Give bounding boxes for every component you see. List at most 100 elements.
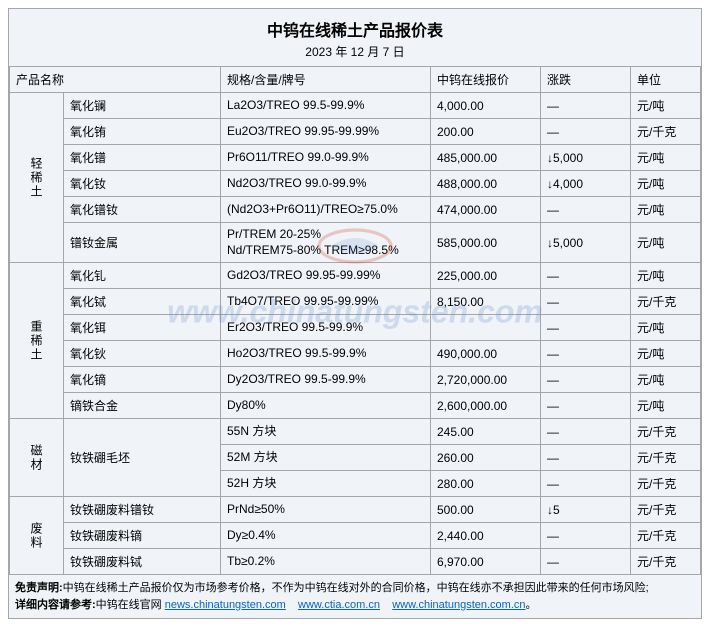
- disclaimer-label-2: 详细内容请参考:: [15, 599, 96, 611]
- product-name-cell: 氧化钆: [64, 263, 221, 289]
- table-row: 轻稀土氧化镧La2O3/TREO 99.5-99.9%4,000.00—元/吨: [10, 93, 701, 119]
- change-cell: —: [541, 315, 631, 341]
- unit-cell: 元/吨: [631, 315, 701, 341]
- product-name-cell: 氧化钬: [64, 341, 221, 367]
- change-cell: —: [541, 393, 631, 419]
- change-cell: —: [541, 471, 631, 497]
- product-name-cell: 钕铁硼毛坯: [64, 419, 221, 497]
- product-name-cell: 钕铁硼废料铽: [64, 549, 221, 575]
- price-cell: 6,970.00: [431, 549, 541, 575]
- table-row: 钕铁硼废料铽Tb≥0.2%6,970.00—元/千克: [10, 549, 701, 575]
- spec-cell: Tb≥0.2%: [221, 549, 431, 575]
- price-table: 产品名称 规格/含量/牌号 中钨在线报价 涨跌 单位 轻稀土氧化镧La2O3/T…: [9, 66, 701, 575]
- spec-cell: (Nd2O3+Pr6O11)/TREO≥75.0%: [221, 197, 431, 223]
- unit-cell: 元/吨: [631, 367, 701, 393]
- table-row: 氧化铽Tb4O7/TREO 99.95-99.99%8,150.00—元/千克: [10, 289, 701, 315]
- price-cell: 260.00: [431, 445, 541, 471]
- unit-cell: 元/千克: [631, 497, 701, 523]
- price-cell: 2,720,000.00: [431, 367, 541, 393]
- table-row: 磁材钕铁硼毛坯55N 方块245.00—元/千克: [10, 419, 701, 445]
- table-row: 氧化铒Er2O3/TREO 99.5-99.9%—元/吨: [10, 315, 701, 341]
- unit-cell: 元/吨: [631, 341, 701, 367]
- spec-cell: 52H 方块: [221, 471, 431, 497]
- spec-cell: Gd2O3/TREO 99.95-99.99%: [221, 263, 431, 289]
- category-cell: 轻稀土: [10, 93, 64, 263]
- header-spec: 规格/含量/牌号: [221, 67, 431, 93]
- product-name-cell: 钕铁硼废料镨钕: [64, 497, 221, 523]
- table-row: 氧化镨Pr6O11/TREO 99.0-99.9%485,000.00↓5,00…: [10, 145, 701, 171]
- change-cell: ↓4,000: [541, 171, 631, 197]
- product-name-cell: 镝铁合金: [64, 393, 221, 419]
- table-row: 氧化镝Dy2O3/TREO 99.5-99.9%2,720,000.00—元/吨: [10, 367, 701, 393]
- price-table-container: 中钨在线稀土产品报价表 2023 年 12 月 7 日 产品名称 规格/含量/牌…: [8, 8, 702, 619]
- table-row: 废料钕铁硼废料镨钕PrNd≥50%500.00↓5元/千克: [10, 497, 701, 523]
- unit-cell: 元/吨: [631, 393, 701, 419]
- unit-cell: 元/千克: [631, 289, 701, 315]
- unit-cell: 元/吨: [631, 93, 701, 119]
- spec-cell: Pr6O11/TREO 99.0-99.9%: [221, 145, 431, 171]
- unit-cell: 元/吨: [631, 171, 701, 197]
- unit-cell: 元/吨: [631, 145, 701, 171]
- table-row: 氧化铕Eu2O3/TREO 99.95-99.99%200.00—元/千克: [10, 119, 701, 145]
- disclaimer-label-1: 免责声明:: [15, 582, 63, 594]
- product-name-cell: 氧化铕: [64, 119, 221, 145]
- product-name-cell: 氧化镧: [64, 93, 221, 119]
- price-cell: 500.00: [431, 497, 541, 523]
- link-1[interactable]: news.chinatungsten.com: [165, 599, 286, 611]
- unit-cell: 元/吨: [631, 263, 701, 289]
- change-cell: —: [541, 523, 631, 549]
- change-cell: —: [541, 263, 631, 289]
- change-cell: —: [541, 445, 631, 471]
- change-cell: —: [541, 197, 631, 223]
- spec-cell: Tb4O7/TREO 99.95-99.99%: [221, 289, 431, 315]
- disclaimer-text-1: 中钨在线稀土产品报价仅为市场参考价格，不作为中钨在线对外的合同价格，中钨在线亦不…: [63, 582, 649, 594]
- change-cell: —: [541, 341, 631, 367]
- product-name-cell: 钕铁硼废料镝: [64, 523, 221, 549]
- header-row: 产品名称 规格/含量/牌号 中钨在线报价 涨跌 单位: [10, 67, 701, 93]
- spec-cell: PrNd≥50%: [221, 497, 431, 523]
- spec-cell: Dy≥0.4%: [221, 523, 431, 549]
- change-cell: ↓5,000: [541, 145, 631, 171]
- table-row: 钕铁硼废料镝Dy≥0.4%2,440.00—元/千克: [10, 523, 701, 549]
- product-name-cell: 氧化镨: [64, 145, 221, 171]
- price-cell: 485,000.00: [431, 145, 541, 171]
- product-name-cell: 氧化镨钕: [64, 197, 221, 223]
- spec-cell: Dy2O3/TREO 99.5-99.9%: [221, 367, 431, 393]
- disclaimer: 免责声明:中钨在线稀土产品报价仅为市场参考价格，不作为中钨在线对外的合同价格，中…: [9, 575, 701, 618]
- product-name-cell: 氧化铽: [64, 289, 221, 315]
- spec-cell: Nd2O3/TREO 99.0-99.9%: [221, 171, 431, 197]
- price-cell: 2,440.00: [431, 523, 541, 549]
- category-cell: 磁材: [10, 419, 64, 497]
- price-cell: 8,150.00: [431, 289, 541, 315]
- price-cell: 200.00: [431, 119, 541, 145]
- change-cell: ↓5,000: [541, 223, 631, 263]
- change-cell: —: [541, 93, 631, 119]
- change-cell: —: [541, 367, 631, 393]
- header-change: 涨跌: [541, 67, 631, 93]
- price-cell: 474,000.00: [431, 197, 541, 223]
- link-3[interactable]: www.chinatungsten.com.cn: [392, 599, 525, 611]
- change-cell: —: [541, 549, 631, 575]
- header-unit: 单位: [631, 67, 701, 93]
- product-name-cell: 氧化钕: [64, 171, 221, 197]
- spec-cell: La2O3/TREO 99.5-99.9%: [221, 93, 431, 119]
- table-row: 氧化钬Ho2O3/TREO 99.5-99.9%490,000.00—元/吨: [10, 341, 701, 367]
- price-cell: 2,600,000.00: [431, 393, 541, 419]
- spec-cell: Ho2O3/TREO 99.5-99.9%: [221, 341, 431, 367]
- unit-cell: 元/吨: [631, 223, 701, 263]
- product-name-cell: 氧化铒: [64, 315, 221, 341]
- category-cell: 废料: [10, 497, 64, 575]
- product-name-cell: 氧化镝: [64, 367, 221, 393]
- price-cell: 225,000.00: [431, 263, 541, 289]
- link-2[interactable]: www.ctia.com.cn: [298, 599, 380, 611]
- price-cell: 280.00: [431, 471, 541, 497]
- price-cell: [431, 315, 541, 341]
- spec-cell: 52M 方块: [221, 445, 431, 471]
- change-cell: —: [541, 419, 631, 445]
- spec-cell: Eu2O3/TREO 99.95-99.99%: [221, 119, 431, 145]
- price-cell: 4,000.00: [431, 93, 541, 119]
- page-title: 中钨在线稀土产品报价表: [9, 9, 701, 43]
- change-cell: —: [541, 119, 631, 145]
- header-price: 中钨在线报价: [431, 67, 541, 93]
- price-cell: 585,000.00: [431, 223, 541, 263]
